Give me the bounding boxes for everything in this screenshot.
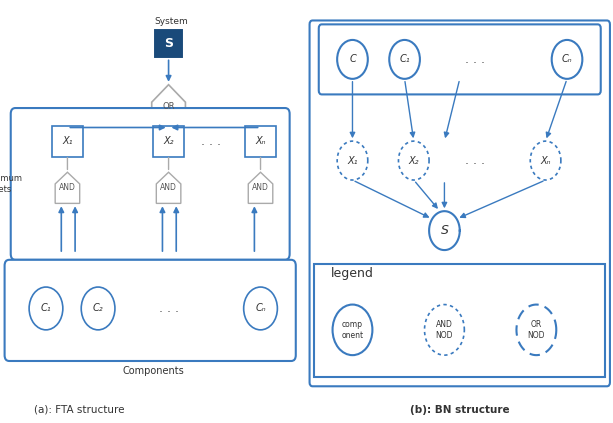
Text: C₂: C₂	[93, 303, 104, 313]
Text: AND
NOD: AND NOD	[436, 320, 453, 340]
Text: C₁: C₁	[40, 303, 51, 313]
Polygon shape	[248, 172, 273, 203]
Text: Cₙ: Cₙ	[255, 303, 266, 313]
Circle shape	[552, 40, 582, 79]
Circle shape	[337, 40, 368, 79]
Text: OR
NOD: OR NOD	[528, 320, 545, 340]
Text: (b): BN structure: (b): BN structure	[410, 404, 509, 415]
Text: AND: AND	[59, 183, 76, 192]
Text: Xₙ: Xₙ	[540, 156, 551, 165]
FancyBboxPatch shape	[11, 108, 290, 260]
Text: X₁: X₁	[62, 136, 73, 146]
Text: . . .: . . .	[159, 302, 178, 315]
FancyBboxPatch shape	[5, 260, 296, 361]
FancyBboxPatch shape	[314, 264, 606, 376]
Polygon shape	[156, 172, 181, 203]
Polygon shape	[152, 85, 186, 127]
Text: X₁: X₁	[347, 156, 358, 165]
Text: System: System	[154, 17, 189, 26]
Circle shape	[82, 287, 115, 330]
Text: X₂: X₂	[408, 156, 419, 165]
Text: Minimum
sets: Minimum sets	[0, 174, 23, 194]
FancyBboxPatch shape	[310, 20, 610, 386]
Text: S: S	[164, 37, 173, 50]
FancyBboxPatch shape	[153, 126, 184, 157]
Text: Xₙ: Xₙ	[255, 136, 266, 146]
Text: legend: legend	[331, 267, 374, 280]
Text: . . .: . . .	[202, 135, 221, 148]
Circle shape	[29, 287, 63, 330]
Text: AND: AND	[252, 183, 269, 192]
Text: . . .: . . .	[465, 53, 485, 66]
Text: AND: AND	[160, 183, 177, 192]
Polygon shape	[55, 172, 80, 203]
Text: comp
onent: comp onent	[341, 320, 364, 340]
Text: C: C	[349, 55, 356, 64]
Text: OR: OR	[162, 102, 175, 110]
Circle shape	[389, 40, 420, 79]
Text: X₂: X₂	[163, 136, 174, 146]
Text: . . .: . . .	[465, 154, 485, 167]
FancyBboxPatch shape	[319, 25, 601, 94]
FancyBboxPatch shape	[245, 126, 276, 157]
Circle shape	[333, 305, 373, 355]
Circle shape	[244, 287, 278, 330]
Text: Cₙ: Cₙ	[562, 55, 573, 64]
FancyBboxPatch shape	[52, 126, 83, 157]
Text: C₁: C₁	[399, 55, 410, 64]
Text: S: S	[441, 224, 448, 237]
Text: (a): FTA structure: (a): FTA structure	[34, 404, 125, 415]
FancyBboxPatch shape	[153, 28, 184, 59]
Text: Components: Components	[123, 366, 184, 376]
